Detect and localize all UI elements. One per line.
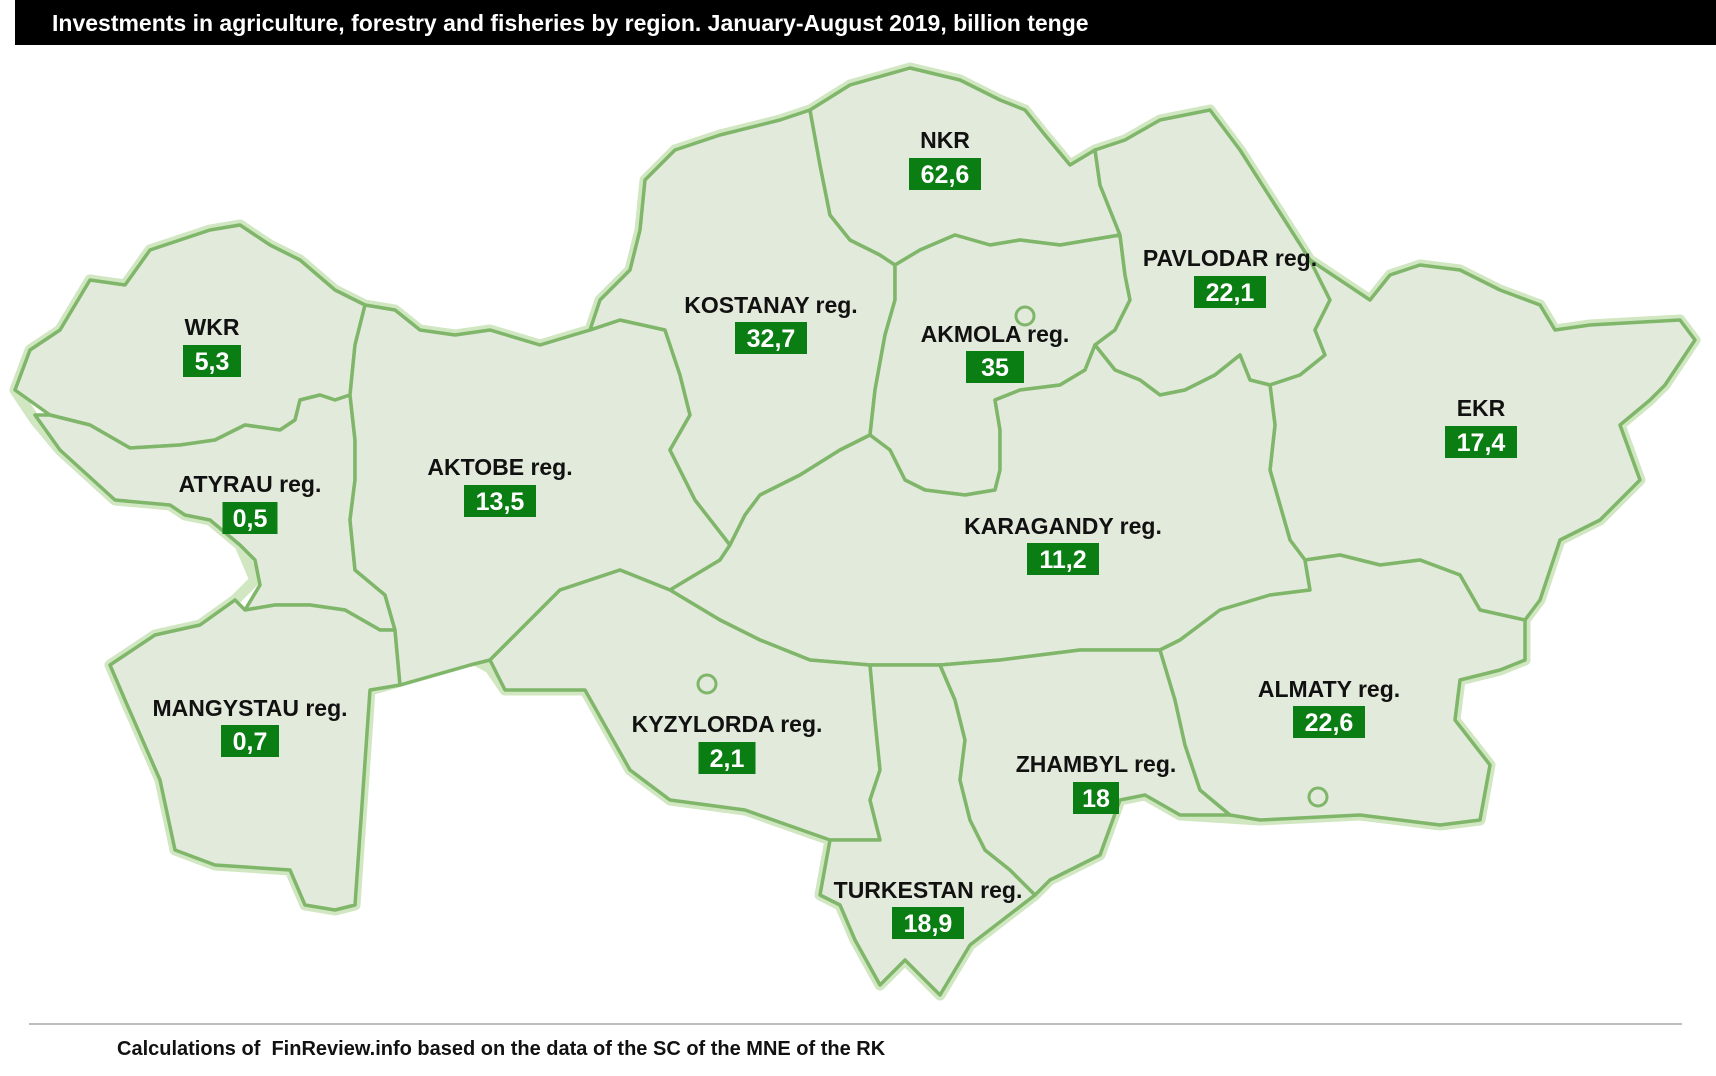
region-labels-layer: WKR 5,3 ATYRAU reg. 0,5 MANGYSTAU reg. 0,7 AKT…	[152, 127, 1517, 939]
region-value-akmola: 35	[981, 354, 1009, 382]
region-name-ekr: EKR	[1457, 395, 1506, 421]
value-badge-mangystau	[221, 725, 279, 757]
region-name-pavlodar: PAVLODAR reg.	[1143, 245, 1317, 271]
region-name-kyzylorda: KYZYLORDA reg.	[632, 711, 823, 737]
region-kyzylorda: KYZYLORDA reg. 2,1	[632, 711, 823, 774]
value-badge-pavlodar	[1194, 276, 1266, 308]
region-value-almaty: 22,6	[1305, 709, 1354, 737]
region-kostanay: KOSTANAY reg. 32,7	[684, 292, 858, 354]
source-note: Calculations of FinReview.info based on …	[117, 1038, 886, 1060]
value-badge-kyzylorda	[698, 742, 756, 774]
region-value-karagandy: 11,2	[1039, 546, 1086, 574]
region-value-kostanay: 32,7	[747, 325, 796, 353]
region-value-mangystau: 0,7	[233, 728, 268, 756]
region-zhambyl: ZHAMBYL reg. 18	[1016, 751, 1177, 814]
value-badge-ekr	[1445, 426, 1517, 458]
region-value-kyzylorda: 2,1	[710, 745, 745, 773]
region-name-nkr: NKR	[920, 127, 970, 153]
region-value-nkr: 62,6	[921, 161, 970, 189]
region-ekr: EKR 17,4	[1445, 395, 1517, 458]
region-value-turkestan: 18,9	[904, 910, 953, 938]
region-name-aktobe: AKTOBE reg.	[427, 454, 572, 480]
region-wkr: WKR 5,3	[183, 314, 241, 377]
value-badge-almaty	[1293, 706, 1365, 738]
region-value-wkr: 5,3	[195, 348, 230, 376]
region-nkr: NKR 62,6	[909, 127, 981, 190]
region-value-atyrau: 0,5	[233, 505, 268, 533]
city-marker-astana	[1014, 305, 1036, 327]
region-name-akmola: AKMOLA reg.	[921, 321, 1070, 347]
region-shape-almaty	[1158, 553, 1527, 827]
region-name-atyrau: ATYRAU reg.	[179, 471, 322, 497]
region-value-pavlodar: 22,1	[1206, 279, 1255, 307]
value-badge-kostanay	[735, 322, 807, 354]
region-atyrau: ATYRAU reg. 0,5	[179, 471, 322, 534]
city-marker-almaty	[1307, 786, 1329, 808]
region-value-zhambyl: 18	[1082, 785, 1110, 813]
region-pavlodar: PAVLODAR reg. 22,1	[1143, 245, 1317, 308]
value-badge-nkr	[909, 158, 981, 190]
value-badge-karagandy	[1027, 543, 1099, 575]
value-badge-aktobe	[464, 485, 536, 517]
region-name-almaty: ALMATY reg.	[1258, 676, 1400, 702]
region-akmola: AKMOLA reg. 35	[921, 321, 1070, 383]
region-almaty: ALMATY reg. 22,6	[1258, 676, 1400, 738]
region-turkestan: TURKESTAN reg. 18,9	[834, 877, 1023, 939]
region-name-mangystau: MANGYSTAU reg.	[152, 695, 347, 721]
region-name-wkr: WKR	[185, 314, 240, 340]
value-badge-turkestan	[892, 907, 964, 939]
value-badge-atyrau	[222, 502, 278, 534]
region-karagandy: KARAGANDY reg. 11,2	[964, 513, 1162, 575]
footer-divider	[29, 1023, 1682, 1025]
region-name-turkestan: TURKESTAN reg.	[834, 877, 1023, 903]
region-value-aktobe: 13,5	[476, 488, 525, 516]
region-name-zhambyl: ZHAMBYL reg.	[1016, 751, 1177, 777]
value-badge-akmola	[966, 351, 1024, 383]
region-value-ekr: 17,4	[1457, 429, 1506, 457]
value-badge-wkr	[183, 345, 241, 377]
city-marker-kyzylorda	[696, 673, 718, 695]
region-aktobe: AKTOBE reg. 13,5	[427, 454, 573, 517]
region-name-karagandy: KARAGANDY reg.	[964, 513, 1162, 539]
region-mangystau: MANGYSTAU reg. 0,7	[152, 695, 348, 757]
value-badge-zhambyl	[1073, 782, 1119, 814]
region-name-kostanay: KOSTANAY reg.	[684, 292, 857, 318]
chart-title: Investments in agriculture, forestry and…	[15, 0, 1716, 45]
